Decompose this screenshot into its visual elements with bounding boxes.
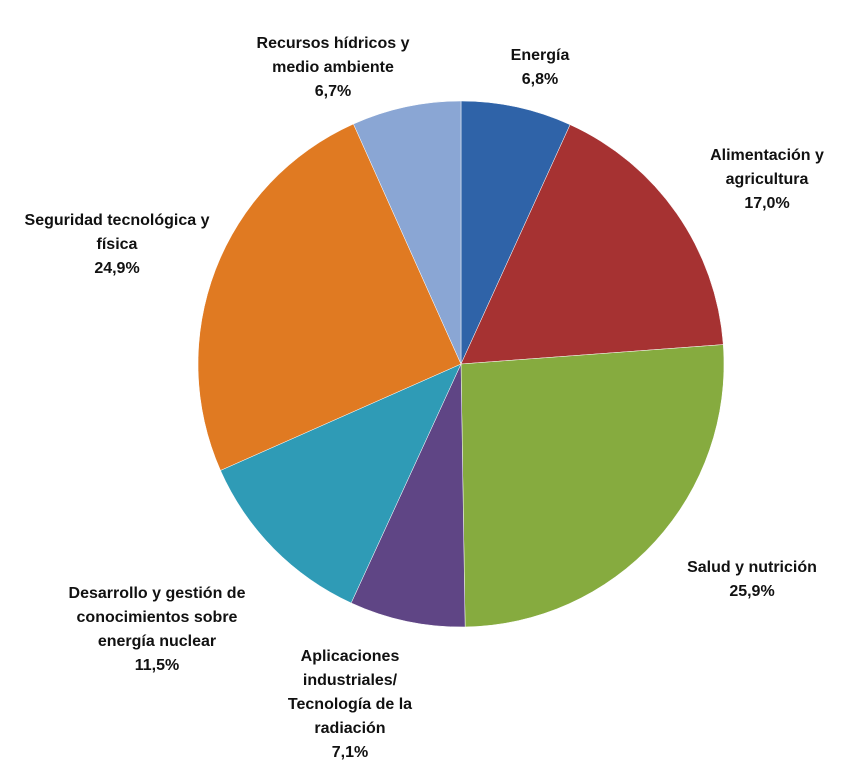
pie-slice bbox=[197, 123, 462, 471]
category-label: Desarrollo y gestión de conocimientos so… bbox=[68, 585, 246, 650]
pie-slice bbox=[350, 363, 466, 628]
slice-label: Salud y nutrición 25,9% bbox=[652, 556, 844, 604]
slice-label: Alimentación y agricultura 17,0% bbox=[692, 144, 842, 216]
value-label: 7,1% bbox=[331, 744, 369, 761]
value-label: 6,8% bbox=[521, 71, 559, 88]
pie-slice bbox=[220, 363, 462, 604]
category-label: Recursos hídricos y medio ambiente bbox=[256, 35, 410, 76]
value-label: 11,5% bbox=[134, 657, 180, 674]
pie-slice bbox=[460, 344, 725, 628]
slice-label: Aplicaciones industriales/ Tecnología de… bbox=[270, 645, 430, 765]
pie-slice bbox=[353, 100, 462, 365]
slice-label: Seguridad tecnológica y física 24,9% bbox=[10, 209, 225, 281]
category-label: Aplicaciones industriales/ Tecnología de… bbox=[287, 648, 413, 737]
value-label: 24,9% bbox=[94, 260, 140, 277]
slice-label: Energía 6,8% bbox=[480, 44, 600, 92]
slice-label: Desarrollo y gestión de conocimientos so… bbox=[52, 582, 262, 678]
slice-label: Recursos hídricos y medio ambiente 6,7% bbox=[233, 32, 433, 104]
category-label: Salud y nutrición bbox=[687, 559, 817, 576]
category-label: Seguridad tecnológica y física bbox=[24, 212, 210, 253]
pie-slice bbox=[460, 100, 571, 365]
category-label: Alimentación y agricultura bbox=[710, 147, 824, 188]
value-label: 25,9% bbox=[729, 583, 775, 600]
category-label: Energía bbox=[510, 47, 570, 64]
value-label: 6,7% bbox=[314, 83, 352, 100]
pie-slice bbox=[460, 124, 724, 365]
value-label: 17,0% bbox=[744, 195, 790, 212]
